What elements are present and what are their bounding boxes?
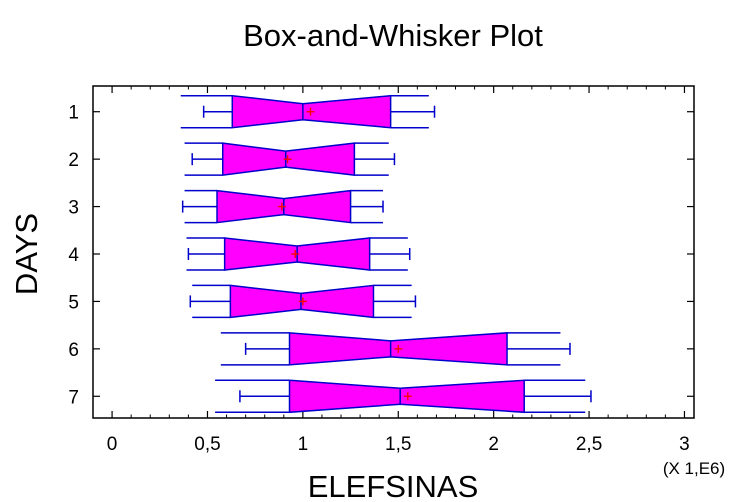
x-axis-label: ELEFSINAS — [308, 469, 479, 502]
x-tick-label: 0,5 — [194, 434, 220, 455]
y-tick-label: 1 — [68, 103, 79, 124]
y-tick-label: 7 — [68, 387, 79, 408]
box-row-7 — [215, 379, 592, 414]
y-tick-label: 5 — [68, 292, 79, 313]
box-row-1 — [180, 94, 436, 129]
y-tick-labels: 1 2 3 4 5 6 7 — [68, 103, 79, 409]
y-tick-label: 2 — [68, 150, 79, 171]
box-row-2 — [184, 142, 396, 176]
y-tick-label: 4 — [68, 245, 79, 266]
x-tick-labels: 0 0,5 1 1,5 2 2,5 3 — [107, 434, 690, 455]
y-tick-label: 3 — [68, 198, 79, 219]
boxes-group — [180, 94, 592, 414]
box-row-6 — [220, 332, 571, 366]
box-row-3 — [181, 189, 384, 224]
x-axis-multiplier: (X 1,E6) — [663, 459, 725, 478]
y-axis-label: DAYS — [9, 213, 44, 295]
x-tick-label: 3 — [679, 434, 690, 455]
x-tick-label: 1,5 — [385, 434, 411, 455]
x-tick-label: 1 — [298, 434, 309, 455]
x-tick-label: 0 — [107, 434, 118, 455]
chart-title: Box-and-Whisker Plot — [243, 18, 543, 53]
box-row-4 — [186, 237, 411, 271]
plot-frame — [92, 85, 695, 419]
box-row-5 — [189, 284, 417, 319]
axis-ticks — [92, 86, 694, 418]
y-tick-label: 6 — [68, 340, 79, 361]
x-tick-label: 2 — [488, 434, 499, 455]
x-tick-label: 2,5 — [576, 434, 602, 455]
